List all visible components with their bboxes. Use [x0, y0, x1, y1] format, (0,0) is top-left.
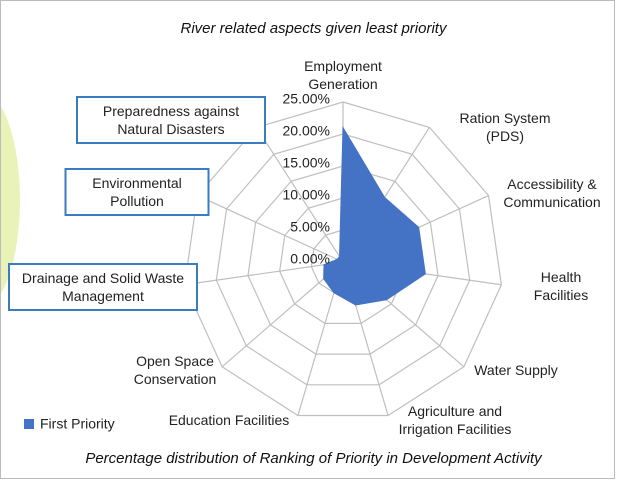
chart-caption: Percentage distribution of Ranking of Pr…: [0, 450, 627, 467]
category-label: Employment Generation: [283, 57, 403, 93]
category-label: Accessibility & Communication: [490, 175, 615, 211]
category-label: Health Facilities: [528, 268, 594, 304]
y-tick-label: 20.00%: [283, 123, 330, 139]
y-tick-label: 15.00%: [283, 155, 330, 171]
category-label-boxed: Preparedness against Natural Disasters: [76, 96, 266, 144]
y-tick-label: 5.00%: [290, 219, 330, 235]
category-label: Open Space Conservation: [120, 352, 230, 388]
category-label-boxed: Environmental Pollution: [65, 168, 210, 216]
category-label: Education Facilities: [169, 411, 290, 429]
category-label-boxed: Drainage and Solid Waste Management: [8, 263, 198, 311]
legend-swatch: [24, 419, 34, 429]
legend-label: First Priority: [40, 416, 115, 432]
y-tick-label: 25.00%: [283, 91, 330, 107]
y-tick-label: 0.00%: [290, 251, 330, 267]
category-label: Ration System (PDS): [444, 109, 566, 145]
chart-title: River related aspects given least priori…: [0, 20, 627, 37]
category-label: Agriculture and Irrigation Facilities: [380, 402, 530, 438]
category-label: Water Supply: [474, 361, 558, 379]
page: 0.00% 5.00% 10.00% 15.00% 20.00% 25.00% First …: [0, 0, 627, 481]
y-tick-label: 10.00%: [283, 187, 330, 203]
